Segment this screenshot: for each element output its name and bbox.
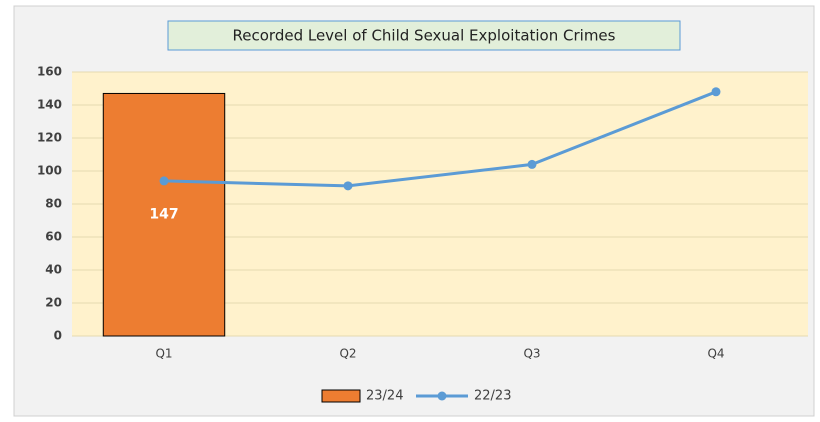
- marker: [159, 176, 169, 186]
- marker: [527, 159, 537, 169]
- title-box: [167, 20, 681, 51]
- x-tick-label: Q3: [523, 347, 540, 361]
- y-tick-label: 40: [45, 263, 62, 277]
- x-tick-label: Q1: [155, 347, 172, 361]
- y-tick-label: 100: [37, 164, 62, 178]
- y-tick-label: 140: [37, 98, 62, 112]
- y-tick-label: 80: [45, 197, 62, 211]
- data-label: 147: [149, 207, 178, 223]
- y-tick-label: 160: [37, 65, 62, 79]
- x-tick-label: Q2: [339, 347, 356, 361]
- chart-title: Recorded Level of Child Sexual Exploitat…: [233, 27, 616, 45]
- legend-swatch: [321, 389, 361, 403]
- y-tick-label: 120: [37, 131, 62, 145]
- marker: [343, 181, 353, 191]
- legend-label: 22/23: [474, 389, 511, 404]
- bar: [102, 92, 226, 337]
- legend-label: 23/24: [366, 389, 403, 404]
- y-tick-label: 0: [54, 329, 62, 343]
- y-tick-label: 20: [45, 296, 62, 310]
- y-tick-label: 60: [45, 230, 62, 244]
- marker: [711, 87, 721, 97]
- legend-marker: [437, 391, 447, 401]
- x-tick-label: Q4: [707, 347, 724, 361]
- line: [163, 90, 717, 188]
